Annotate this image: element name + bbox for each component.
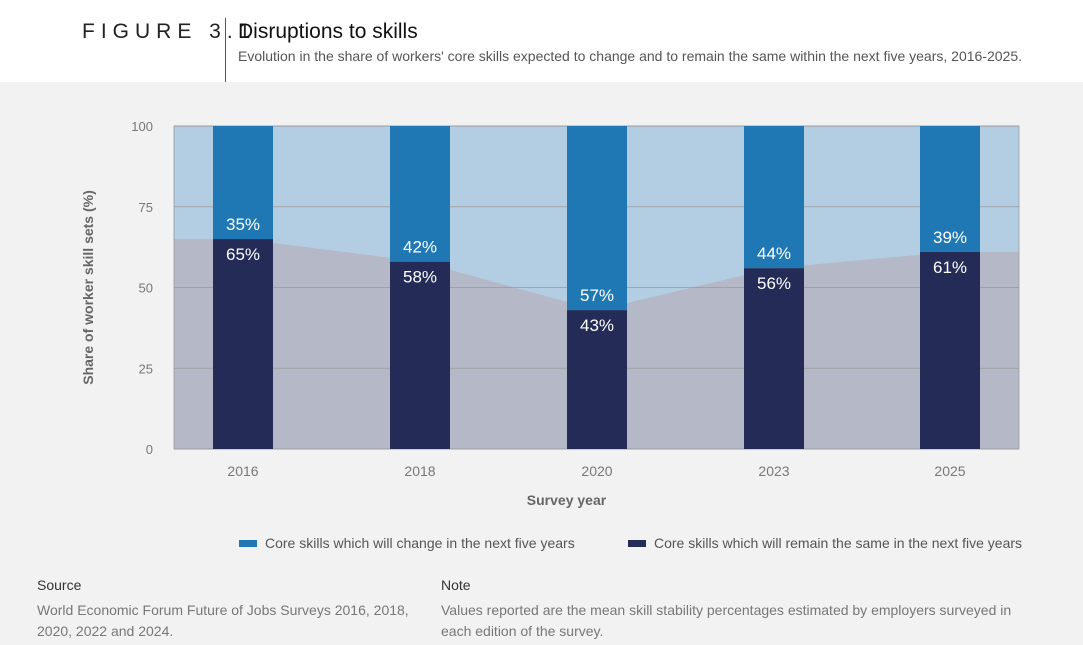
legend-label-change: Core skills which will change in the nex…	[265, 535, 575, 551]
bar-change	[567, 126, 627, 311]
data-label-change: 57%	[580, 286, 614, 305]
header: FIGURE 3.1 Disruptions to skills Evoluti…	[0, 0, 1083, 82]
y-tick-label: 50	[139, 281, 153, 296]
bar-same	[744, 268, 804, 449]
x-tick-label: 2025	[934, 463, 965, 479]
legend-swatch-change	[239, 539, 257, 547]
data-label-same: 65%	[226, 245, 260, 264]
source-heading: Source	[37, 577, 82, 593]
bar-change	[213, 126, 273, 240]
y-tick-label: 100	[131, 119, 153, 134]
chart-title: Disruptions to skills	[238, 20, 418, 43]
bar-same	[390, 261, 450, 449]
bar-same	[213, 239, 273, 449]
x-tick-label: 2016	[227, 463, 258, 479]
data-label-change: 39%	[933, 228, 967, 247]
data-label-change: 42%	[403, 238, 437, 257]
stacked-bar-chart: 0 25 50 75 100 35% 65% 2016 42% 58% 2018 57% 43% 2020…	[80, 119, 1020, 508]
bar-change	[920, 126, 980, 252]
data-label-change: 44%	[757, 244, 791, 263]
header-divider	[225, 18, 226, 82]
bar-change	[390, 126, 450, 262]
legend-item-same: Core skills which will remain the same i…	[628, 534, 1022, 552]
source-text: World Economic Forum Future of Jobs Surv…	[37, 602, 409, 639]
legend-swatch-same	[628, 539, 646, 547]
data-label-same: 58%	[403, 268, 437, 287]
data-label-same: 56%	[757, 274, 791, 293]
x-axis-label: Survey year	[527, 492, 607, 508]
y-tick-label: 0	[146, 442, 153, 457]
note-text: Values reported are the mean skill stabi…	[441, 602, 1012, 639]
legend-item-change: Core skills which will change in the nex…	[239, 534, 575, 552]
chart-subtitle: Evolution in the share of workers' core …	[238, 48, 1022, 64]
y-tick-label: 25	[139, 361, 153, 376]
data-label-change: 35%	[226, 215, 260, 234]
y-tick-label: 75	[139, 200, 153, 215]
bar-same	[567, 310, 627, 449]
x-tick-label: 2018	[404, 463, 435, 479]
x-tick-label: 2020	[581, 463, 612, 479]
bar-change	[744, 126, 804, 269]
data-label-same: 61%	[933, 258, 967, 277]
data-label-same: 43%	[580, 316, 614, 335]
legend-label-same: Core skills which will remain the same i…	[654, 535, 1023, 551]
figure-label: FIGURE 3.1	[82, 20, 257, 43]
x-tick-label: 2023	[758, 463, 789, 479]
y-axis-label: Share of worker skill sets (%)	[80, 190, 96, 385]
note-heading: Note	[441, 577, 471, 593]
bar-same	[920, 251, 980, 449]
